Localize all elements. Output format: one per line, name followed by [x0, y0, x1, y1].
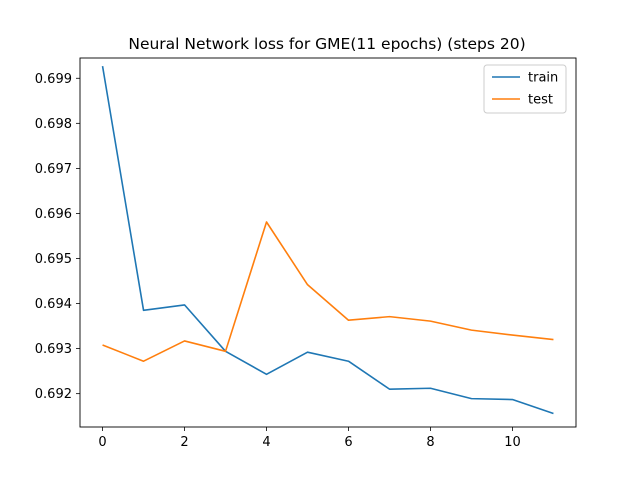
- x-tick-label: 4: [262, 435, 270, 450]
- series-line-train: [101, 65, 554, 415]
- y-tick-label: 0.698: [35, 117, 72, 132]
- legend-label-test: test: [528, 93, 553, 108]
- x-axis: 0 2 4 6 8 10: [98, 427, 521, 450]
- x-tick-label: 2: [180, 435, 188, 450]
- legend-label-train: train: [528, 71, 558, 86]
- y-tick-label: 0.692: [35, 387, 72, 402]
- y-tick-label: 0.696: [35, 207, 72, 222]
- chart-title: Neural Network loss for GME(11 epochs) (…: [128, 35, 525, 53]
- series-lines: [101, 65, 554, 415]
- y-tick-label: 0.699: [35, 72, 72, 87]
- y-axis: 0.692 0.693 0.694 0.695 0.696 0.697 0.698 0.699: [35, 72, 80, 402]
- legend: train test: [483, 64, 567, 114]
- y-tick-label: 0.693: [35, 342, 72, 357]
- y-tick-label: 0.697: [35, 162, 72, 177]
- x-tick-label: 10: [504, 435, 521, 450]
- y-tick-label: 0.695: [35, 252, 72, 267]
- x-tick-label: 0: [98, 435, 106, 450]
- plot-frame: [79, 57, 577, 428]
- plot-area: [80, 58, 576, 427]
- x-tick-label: 8: [426, 435, 434, 450]
- y-tick-label: 0.694: [35, 297, 72, 312]
- axes-frame: [79, 57, 577, 428]
- series-line-test: [102, 221, 554, 363]
- plot-background: [80, 58, 576, 427]
- x-tick-label: 6: [344, 435, 352, 450]
